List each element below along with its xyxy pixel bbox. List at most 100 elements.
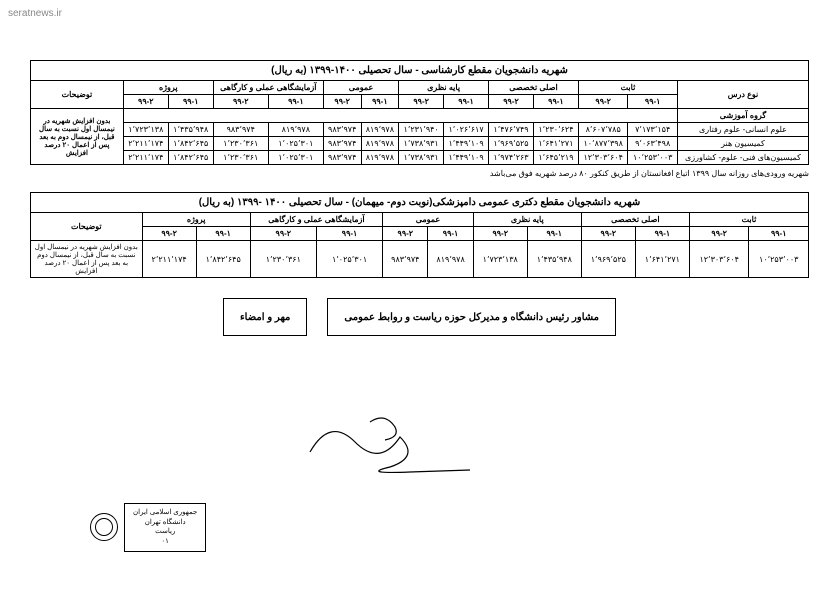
sub-s2: ۹۹-۲ [578, 95, 628, 109]
col-main: اصلی تخصصی [581, 213, 689, 227]
cell: کمیسیون‌های فنی- علوم- کشاورزی [677, 151, 808, 165]
cell: ۱٬۴۳۵٬۹۴۸ [527, 241, 581, 278]
col-project: پروژه [142, 213, 250, 227]
sub-s2: ۹۹-۲ [489, 95, 534, 109]
cell: ۱٬۰۲۵٬۳۰۱ [316, 241, 382, 278]
col-theory: پایه نظری [473, 213, 581, 227]
cell: ۲٬۲۱۱٬۱۷۴ [123, 137, 168, 151]
cell: ۹۸۳٬۹۷۴ [323, 123, 361, 137]
sub-s2: ۹۹-۲ [383, 227, 428, 241]
seal-icon [90, 513, 118, 541]
table-row: کمیسیون هنر ۹٬۰۶۳٬۴۹۸۱۰٬۸۷۷٬۳۹۸ ۱٬۶۴۱٬۲۷… [31, 137, 809, 151]
cell: ۱٬۷۳۸٬۹۳۱ [399, 151, 444, 165]
cell: ۱٬۰۲۵٬۳۰۱ [268, 137, 323, 151]
cell: ۱۰٬۲۵۳٬۰۰۳ [749, 241, 809, 278]
cell: ۱٬۸۴۲٬۶۴۵ [168, 137, 213, 151]
cell: ۱٬۲۳۰٬۳۶۱ [213, 137, 268, 151]
cell: ۱٬۲۳۰٬۶۲۴ [533, 123, 578, 137]
sub-s1: ۹۹-۱ [196, 227, 250, 241]
col-project: پروژه [123, 81, 213, 95]
watermark-text: seratnews.ir [8, 8, 62, 19]
cell: ۱٬۹۶۹٬۵۲۵ [581, 241, 635, 278]
cell: ۹۸۳٬۹۷۴ [213, 123, 268, 137]
stamp-line: ریاست [133, 527, 197, 537]
document-body: شهریه دانشجویان مقطع کارشناسی - سال تحصی… [0, 0, 839, 336]
sub-s2: ۹۹-۲ [473, 227, 527, 241]
table2-title: شهریه دانشجویان مقطع دکتری عمومی دامپزشک… [31, 193, 809, 213]
official-stamp: جمهوری اسلامی ایران دانشگاه تهران ریاست … [90, 503, 206, 552]
cell: ۱٬۲۳۱٬۹۴۰ [399, 123, 444, 137]
cell: ۸٬۶۰۷٬۷۸۵ [578, 123, 628, 137]
sub-s1: ۹۹-۱ [635, 227, 689, 241]
table1-footnote: شهریه ورودی‌های روزانه سال ۱۳۹۹ اتباع اف… [30, 169, 809, 178]
sub-s2: ۹۹-۲ [142, 227, 196, 241]
sub-s2: ۹۹-۲ [323, 95, 361, 109]
cell: ۱٬۸۴۲٬۶۴۵ [196, 241, 250, 278]
sub-s1: ۹۹-۱ [428, 227, 473, 241]
col-theory: پایه نظری [399, 81, 489, 95]
cell: ۱٬۴۴۹٬۱۰۹ [444, 151, 489, 165]
cell: علوم انسانی- علوم رفتاری [677, 123, 808, 137]
col-general: عمومی [383, 213, 474, 227]
cell: ۹۸۳٬۹۷۴ [383, 241, 428, 278]
col-course-type: نوع درس [677, 81, 808, 109]
col-fixed: ثابت [689, 213, 808, 227]
cell: ۲٬۲۱۱٬۱۷۴ [142, 241, 196, 278]
cell: ۱٬۸۴۲٬۶۴۵ [168, 151, 213, 165]
cell: ۱٬۲۳۰٬۳۶۱ [250, 241, 316, 278]
col-notes: توضیحات [31, 213, 143, 241]
col-lab: آزمایشگاهی عملی و کارگاهی [250, 213, 383, 227]
sub-s2: ۹۹-۲ [123, 95, 168, 109]
col-main: اصلی تخصصی [489, 81, 579, 95]
cell: ۱٬۲۳۰٬۳۶۱ [213, 151, 268, 165]
sub-s2: ۹۹-۲ [399, 95, 444, 109]
cell: ۱٬۶۴۱٬۲۷۱ [533, 137, 578, 151]
cell: ۱٬۰۲۶٬۶۱۷ [444, 123, 489, 137]
cell: کمیسیون هنر [677, 137, 808, 151]
cell: ۹٬۰۶۳٬۴۹۸ [628, 137, 678, 151]
sub-s1: ۹۹-۱ [268, 95, 323, 109]
notes-cell: بدون افزایش شهریه در نیمسال اول نسبت به … [31, 241, 143, 278]
cell: ۷٬۱۷۳٬۱۵۴ [628, 123, 678, 137]
sub-s2: ۹۹-۲ [581, 227, 635, 241]
table1-title: شهریه دانشجویان مقطع کارشناسی - سال تحصی… [31, 61, 809, 81]
cell: ۸۱۹٬۹۷۸ [428, 241, 473, 278]
sub-s1: ۹۹-۱ [628, 95, 678, 109]
tuition-table-undergrad: شهریه دانشجویان مقطع کارشناسی - سال تحصی… [30, 60, 809, 165]
notes-cell: بدون افزایش شهریه در نیمسال اول نسبت به … [31, 109, 124, 165]
cell: ۱٬۴۳۵٬۹۴۸ [168, 123, 213, 137]
stamp-label-box: مهر و امضاء [223, 298, 307, 336]
sub-s1: ۹۹-۱ [527, 227, 581, 241]
cell: ۱٬۶۴۵٬۲۱۹ [533, 151, 578, 165]
sub-s2: ۹۹-۲ [689, 227, 749, 241]
signature-scribble [300, 412, 480, 482]
cell: ۸۱۹٬۹۷۸ [361, 123, 399, 137]
cell: ۱۲٬۳۰۳٬۶۰۴ [689, 241, 749, 278]
sub-s2: ۹۹-۲ [250, 227, 316, 241]
col-notes: توضیحات [31, 81, 124, 109]
sub-s2: ۹۹-۲ [213, 95, 268, 109]
cell: ۱٬۷۳۸٬۹۳۱ [399, 137, 444, 151]
sub-s1: ۹۹-۱ [749, 227, 809, 241]
col-group: گروه آموزشی [677, 109, 808, 123]
cell: ۱۰٬۲۵۳٬۰۰۳ [628, 151, 678, 165]
cell: ۱۲٬۳۰۳٬۶۰۴ [578, 151, 628, 165]
cell: ۱۰٬۸۷۷٬۳۹۸ [578, 137, 628, 151]
cell: ۹۸۳٬۹۷۴ [323, 137, 361, 151]
col-fixed: ثابت [578, 81, 677, 95]
cell: ۸۱۹٬۹۷۸ [361, 137, 399, 151]
cell: ۱٬۰۲۵٬۳۰۱ [268, 151, 323, 165]
signature-area: مشاور رئیس دانشگاه و مدیرکل حوزه ریاست و… [30, 298, 809, 336]
cell: ۱٬۷۲۳٬۱۳۸ [473, 241, 527, 278]
col-general: عمومی [323, 81, 398, 95]
cell: ۱٬۶۴۱٬۲۷۱ [635, 241, 689, 278]
stamp-line: ۰۱ [133, 537, 197, 547]
sub-s1: ۹۹-۱ [168, 95, 213, 109]
stamp-line: دانشگاه تهران [133, 518, 197, 528]
cell: ۸۱۹٬۹۷۸ [361, 151, 399, 165]
tuition-table-dvm: شهریه دانشجویان مقطع دکتری عمومی دامپزشک… [30, 192, 809, 278]
table-row: کمیسیون‌های فنی- علوم- کشاورزی ۱۰٬۲۵۳٬۰۰… [31, 151, 809, 165]
advisor-box: مشاور رئیس دانشگاه و مدیرکل حوزه ریاست و… [327, 298, 616, 336]
sub-s1: ۹۹-۱ [533, 95, 578, 109]
sub-s1: ۹۹-۱ [361, 95, 399, 109]
